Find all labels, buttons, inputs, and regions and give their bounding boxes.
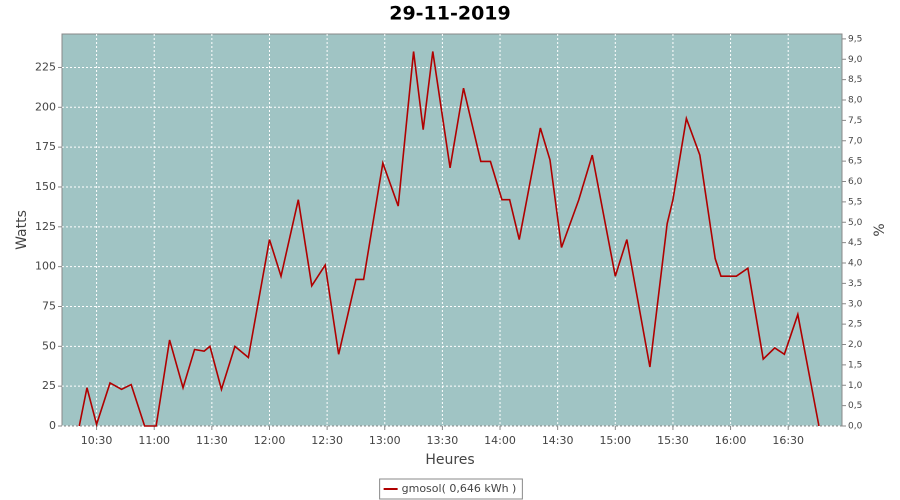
x-tick-label: 10:30 <box>81 434 113 447</box>
y-tick-label: 75 <box>42 299 56 312</box>
y2-tick-label: 5,0 <box>848 218 863 228</box>
x-tick-label: 13:30 <box>427 434 459 447</box>
y-tick-label: 25 <box>42 379 56 392</box>
chart-title: 29-11-2019 <box>389 3 511 25</box>
x-tick-label: 11:30 <box>196 434 228 447</box>
x-tick-label: 14:00 <box>484 434 516 447</box>
y-tick-label: 200 <box>35 100 56 113</box>
y2-tick-label: 9,5 <box>848 34 862 44</box>
y-tick-label: 175 <box>35 140 56 153</box>
y2-tick-label: 4,0 <box>848 259 863 269</box>
y-tick-label: 225 <box>35 60 56 73</box>
y-tick-label: 150 <box>35 180 56 193</box>
y2-tick-label: 1,5 <box>848 360 862 370</box>
y2-tick-label: 9,0 <box>848 55 863 65</box>
y2-tick-label: 3,0 <box>848 299 863 309</box>
y-tick-label: 100 <box>35 260 56 273</box>
y2-tick-label: 2,0 <box>848 340 863 350</box>
x-tick-label: 14:30 <box>542 434 574 447</box>
y2-axis-label: % <box>872 223 888 236</box>
x-tick-label: 16:00 <box>715 434 747 447</box>
y-tick-label: 50 <box>42 339 56 352</box>
y-axis-label: Watts <box>14 210 30 250</box>
legend: gmosol( 0,646 kWh ) <box>379 478 523 500</box>
y2-tick-label: 8,0 <box>848 96 863 106</box>
x-tick-label: 12:00 <box>254 434 286 447</box>
x-tick-label: 12:30 <box>311 434 343 447</box>
x-axis-label: Heures <box>425 452 474 468</box>
y2-tick-label: 4,5 <box>848 238 862 248</box>
data-line <box>78 51 820 428</box>
y2-tick-label: 8,5 <box>848 75 862 85</box>
y2-tick-label: 2,5 <box>848 320 862 330</box>
y2-tick-label: 0,0 <box>848 422 863 432</box>
y-tick-label: 0 <box>49 419 56 432</box>
x-tick-label: 15:30 <box>657 434 689 447</box>
y2-tick-label: 7,5 <box>848 116 862 126</box>
legend-label: gmosol( 0,646 kWh ) <box>402 482 517 495</box>
y2-tick-label: 0,5 <box>848 401 862 411</box>
y2-tick-label: 1,0 <box>848 381 863 391</box>
y2-tick-label: 7,0 <box>848 136 863 146</box>
x-tick-label: 13:00 <box>369 434 401 447</box>
x-tick-label: 11:00 <box>138 434 170 447</box>
x-tick-label: 15:00 <box>599 434 631 447</box>
legend-box <box>379 478 523 500</box>
plot-area <box>61 33 843 427</box>
y-tick-label: 125 <box>35 220 56 233</box>
x-tick-label: 16:30 <box>772 434 804 447</box>
y2-tick-label: 6,5 <box>848 157 862 167</box>
y2-tick-label: 3,5 <box>848 279 862 289</box>
y2-tick-label: 6,0 <box>848 177 863 187</box>
y2-tick-label: 5,5 <box>848 197 862 207</box>
